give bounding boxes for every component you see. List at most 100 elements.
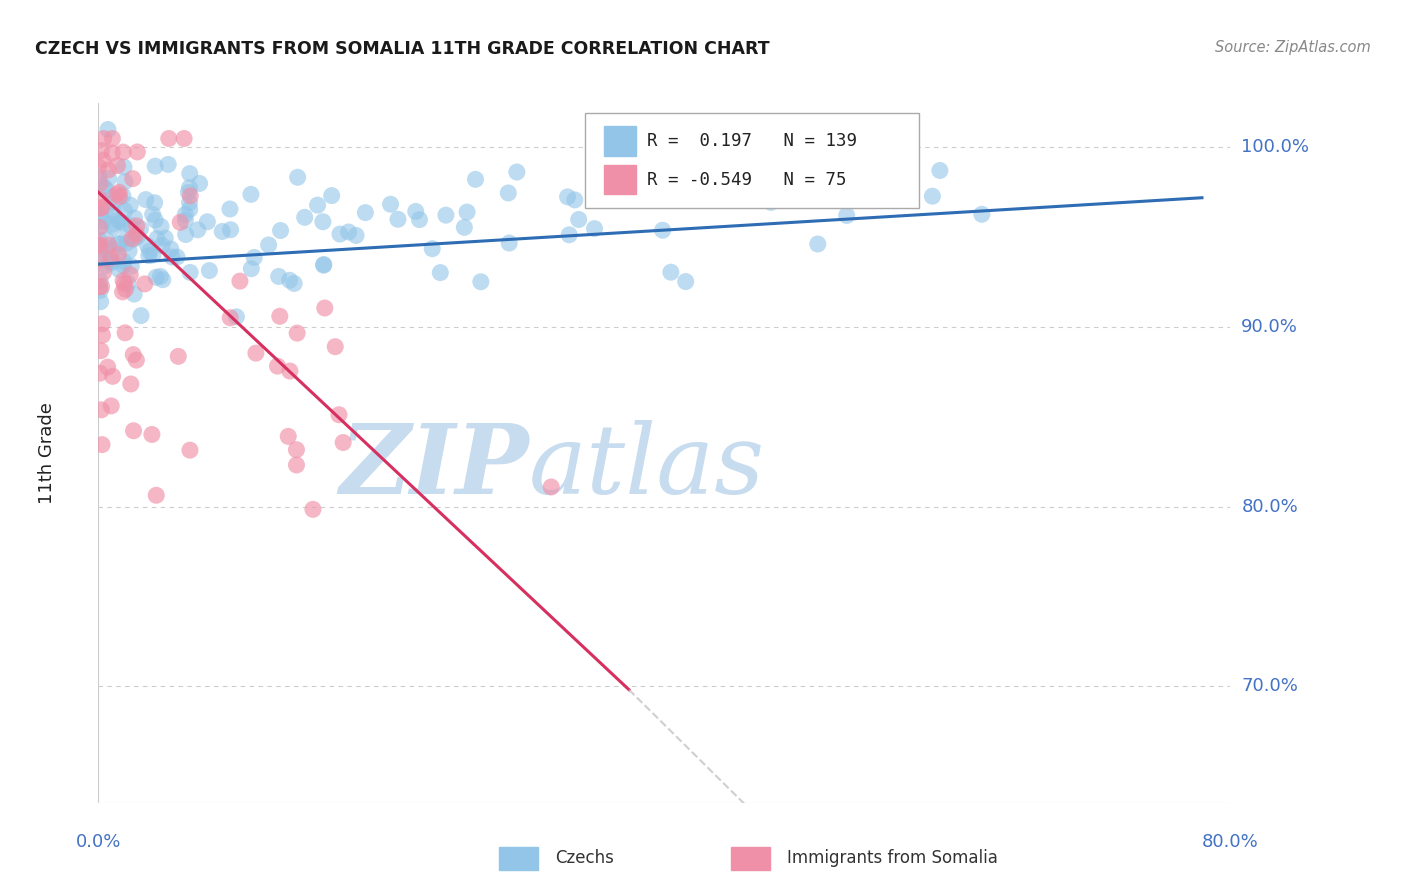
Point bbox=[540, 480, 562, 494]
Point bbox=[257, 238, 280, 252]
Point bbox=[112, 259, 135, 273]
FancyBboxPatch shape bbox=[585, 113, 920, 208]
Point bbox=[506, 165, 529, 179]
Point bbox=[807, 237, 830, 252]
Point bbox=[150, 219, 173, 234]
Point bbox=[101, 244, 124, 258]
Text: 100.0%: 100.0% bbox=[1241, 138, 1309, 156]
Point bbox=[91, 437, 114, 451]
Text: Source: ZipAtlas.com: Source: ZipAtlas.com bbox=[1215, 40, 1371, 55]
Point bbox=[87, 252, 110, 267]
Point bbox=[219, 310, 242, 325]
Point bbox=[100, 190, 122, 204]
Point bbox=[285, 326, 308, 340]
Point bbox=[143, 213, 166, 227]
Point bbox=[120, 268, 142, 282]
Point bbox=[118, 244, 141, 258]
Point bbox=[93, 131, 115, 145]
Point bbox=[143, 195, 166, 210]
Point bbox=[111, 216, 134, 230]
Point bbox=[157, 131, 180, 145]
Point bbox=[651, 223, 673, 237]
Point bbox=[429, 266, 451, 280]
Point bbox=[87, 169, 110, 184]
Point bbox=[100, 254, 122, 268]
Point bbox=[766, 160, 789, 174]
Point bbox=[141, 427, 163, 442]
Point bbox=[312, 257, 335, 271]
Point bbox=[107, 247, 129, 261]
Point bbox=[195, 215, 218, 229]
Point bbox=[673, 188, 696, 202]
Point bbox=[142, 207, 165, 221]
Point bbox=[323, 340, 346, 354]
Point bbox=[564, 193, 586, 207]
Point bbox=[108, 262, 131, 277]
Point bbox=[498, 186, 520, 200]
Point bbox=[269, 310, 291, 324]
Point bbox=[125, 227, 148, 242]
Point bbox=[267, 269, 290, 284]
Point bbox=[420, 242, 443, 256]
Point bbox=[332, 435, 354, 450]
Point bbox=[142, 248, 165, 262]
Point bbox=[101, 369, 124, 384]
Point bbox=[405, 204, 427, 219]
Point bbox=[96, 240, 118, 254]
Point bbox=[103, 205, 125, 219]
Point bbox=[112, 274, 135, 288]
Point bbox=[89, 193, 111, 207]
Point bbox=[124, 211, 146, 225]
Point bbox=[91, 214, 114, 228]
Point bbox=[101, 146, 124, 161]
Point bbox=[456, 205, 478, 219]
Point bbox=[321, 188, 343, 202]
Point bbox=[146, 232, 169, 246]
Point bbox=[568, 212, 591, 227]
Point bbox=[187, 223, 209, 237]
Point bbox=[380, 197, 402, 211]
Point bbox=[89, 220, 111, 235]
Point bbox=[145, 488, 167, 502]
Point bbox=[198, 263, 221, 277]
Point bbox=[90, 209, 112, 223]
Point bbox=[107, 213, 129, 227]
Point bbox=[100, 256, 122, 270]
Point bbox=[270, 223, 292, 237]
Point bbox=[179, 188, 201, 202]
Point bbox=[91, 250, 114, 264]
Point bbox=[110, 214, 132, 228]
Point bbox=[408, 212, 430, 227]
Point bbox=[90, 294, 112, 309]
Point bbox=[312, 215, 335, 229]
Point bbox=[174, 227, 197, 242]
Point bbox=[498, 235, 520, 250]
Point bbox=[328, 408, 350, 422]
Point bbox=[245, 346, 267, 360]
Point bbox=[101, 131, 124, 145]
Point bbox=[96, 233, 118, 247]
Text: 0.0%: 0.0% bbox=[76, 833, 121, 851]
Point bbox=[87, 160, 110, 174]
Point bbox=[121, 232, 143, 246]
Point bbox=[127, 229, 149, 244]
Point bbox=[225, 310, 247, 324]
Point bbox=[179, 265, 201, 279]
Point bbox=[89, 242, 111, 256]
Point bbox=[344, 228, 367, 243]
Point bbox=[97, 238, 120, 252]
Point bbox=[675, 275, 697, 289]
Point bbox=[266, 359, 288, 373]
Point bbox=[103, 195, 125, 210]
Point bbox=[97, 162, 120, 177]
Point bbox=[229, 274, 252, 288]
Point bbox=[135, 193, 157, 207]
Point bbox=[150, 238, 173, 252]
Text: CZECH VS IMMIGRANTS FROM SOMALIA 11TH GRADE CORRELATION CHART: CZECH VS IMMIGRANTS FROM SOMALIA 11TH GR… bbox=[35, 40, 769, 58]
Point bbox=[121, 171, 143, 186]
Text: atlas: atlas bbox=[529, 420, 765, 514]
Point bbox=[120, 260, 142, 274]
Point bbox=[129, 221, 152, 235]
Point bbox=[835, 209, 858, 223]
Point bbox=[354, 205, 377, 219]
